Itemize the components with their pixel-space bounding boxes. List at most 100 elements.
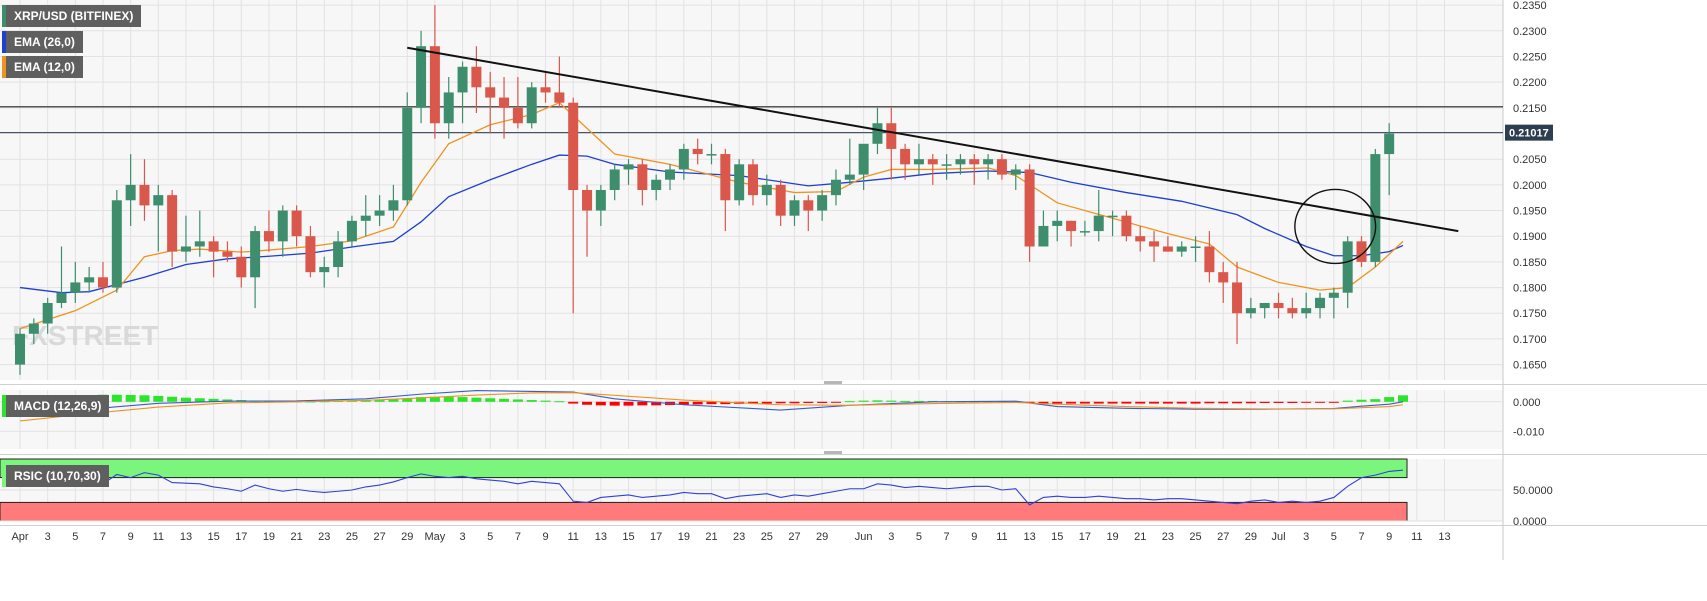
macd-histogram-bar xyxy=(512,399,523,402)
candle-body xyxy=(457,66,468,93)
candle-body xyxy=(720,154,731,201)
candle-body xyxy=(858,143,869,175)
candle-body xyxy=(277,210,288,242)
candle-body xyxy=(1066,220,1077,232)
candle-body xyxy=(28,323,39,334)
candle-body xyxy=(747,164,758,196)
candle-body xyxy=(97,277,108,288)
x-tick-label: 3 xyxy=(459,531,465,543)
candle-body xyxy=(1121,215,1132,237)
x-tick-label: 5 xyxy=(916,531,922,543)
y-tick-label: 0.2300 xyxy=(1513,26,1547,38)
ema26-legend[interactable]: EMA (26,0) xyxy=(2,31,83,53)
macd-histogram-bar xyxy=(153,395,164,402)
candle-body xyxy=(263,231,274,242)
candle-body xyxy=(582,190,593,211)
macd-histogram-bar xyxy=(1066,401,1077,404)
macd-histogram-bar xyxy=(1218,401,1229,404)
macd-label: MACD (12,26,9) xyxy=(14,399,102,413)
candle-body xyxy=(886,123,897,149)
candle-body xyxy=(1287,308,1298,314)
y-tick-label: 0.1950 xyxy=(1513,206,1547,218)
macd-histogram-bar xyxy=(623,401,634,406)
candle-body xyxy=(291,210,302,237)
candle-body xyxy=(416,46,427,108)
macd-histogram-bar xyxy=(554,401,565,403)
macd-histogram-bar xyxy=(1162,401,1173,404)
rsi-swatch xyxy=(2,465,6,487)
x-tick-label: 25 xyxy=(1189,531,1201,543)
x-tick-label: 13 xyxy=(1023,531,1035,543)
candle-body xyxy=(1315,297,1326,309)
candle-body xyxy=(443,92,454,124)
macd-histogram-bar xyxy=(429,396,440,402)
y-tick-label: 0.1800 xyxy=(1513,283,1547,295)
x-tick-label: 15 xyxy=(207,531,219,543)
macd-histogram-bar xyxy=(1052,401,1063,404)
ema26-swatch xyxy=(2,31,6,53)
candle-body xyxy=(1384,133,1395,155)
macd-tick-label: -0.010 xyxy=(1513,426,1544,438)
macd-histogram-bar xyxy=(1301,401,1312,403)
symbol-legend[interactable]: XRP/USD (BITFINEX) xyxy=(2,5,142,27)
macd-histogram-bar xyxy=(180,397,191,402)
macd-histogram-bar xyxy=(485,398,496,402)
rsi-legend[interactable]: RSIC (10,70,30) xyxy=(2,465,109,487)
x-tick-label: 23 xyxy=(733,531,745,543)
rsi-label: RSIC (10,70,30) xyxy=(14,469,101,483)
macd-histogram-bar xyxy=(139,395,150,402)
candle-body xyxy=(734,164,745,201)
candle-body xyxy=(167,195,178,252)
candle-body xyxy=(402,107,413,201)
candle-body xyxy=(1204,246,1215,273)
macd-histogram-bar xyxy=(1121,401,1132,404)
macd-histogram-bar xyxy=(416,397,427,402)
macd-histogram-bar xyxy=(858,400,869,402)
x-tick-label: 13 xyxy=(180,531,192,543)
macd-histogram-bar xyxy=(692,401,703,405)
x-tick-label: 17 xyxy=(1079,531,1091,543)
macd-histogram-bar xyxy=(1259,401,1270,403)
macd-histogram-bar xyxy=(1107,401,1118,404)
rsi-tick-label: 0.0000 xyxy=(1513,516,1547,528)
candle-body xyxy=(1052,220,1063,226)
macd-histogram-bar xyxy=(1384,397,1395,402)
y-tick-label: 0.2000 xyxy=(1513,180,1547,192)
candle-body xyxy=(485,87,496,98)
candle-body xyxy=(512,107,523,124)
candle-body xyxy=(665,169,676,180)
macd-legend[interactable]: MACD (12,26,9) xyxy=(2,395,110,417)
x-tick-label: 5 xyxy=(1331,531,1337,543)
macd-tick-label: 0.000 xyxy=(1513,397,1541,409)
candle-body xyxy=(1259,302,1270,309)
candle-body xyxy=(817,195,828,211)
candle-body xyxy=(913,159,924,165)
ema26-label: EMA (26,0) xyxy=(14,35,75,49)
x-tick-label: Jun xyxy=(855,531,873,543)
candle-body xyxy=(927,159,938,165)
candle-body xyxy=(194,241,205,247)
x-tick-label: 9 xyxy=(128,531,134,543)
macd-histogram-bar xyxy=(1315,401,1326,403)
macd-histogram-bar xyxy=(1190,401,1201,404)
x-tick-label: 27 xyxy=(1217,531,1229,543)
macd-histogram-bar xyxy=(471,397,482,402)
y-tick-label: 0.2150 xyxy=(1513,103,1547,115)
macd-histogram-bar xyxy=(1149,401,1160,404)
candle-body xyxy=(526,87,537,124)
candle-body xyxy=(969,159,980,165)
ema12-legend[interactable]: EMA (12,0) xyxy=(2,56,83,78)
macd-histogram-bar xyxy=(1135,401,1146,404)
symbol-label: XRP/USD (BITFINEX) xyxy=(14,9,134,23)
macd-histogram-bar xyxy=(526,400,537,402)
candle-body xyxy=(1024,169,1035,247)
x-tick-label: 3 xyxy=(45,531,51,543)
macd-histogram-bar xyxy=(1370,399,1381,402)
macd-histogram-bar xyxy=(499,398,510,402)
candle-body xyxy=(568,102,579,190)
x-tick-label: 29 xyxy=(1245,531,1257,543)
candle-body xyxy=(844,174,855,180)
macd-histogram-bar xyxy=(886,400,897,402)
y-tick-label: 0.1900 xyxy=(1513,231,1547,243)
